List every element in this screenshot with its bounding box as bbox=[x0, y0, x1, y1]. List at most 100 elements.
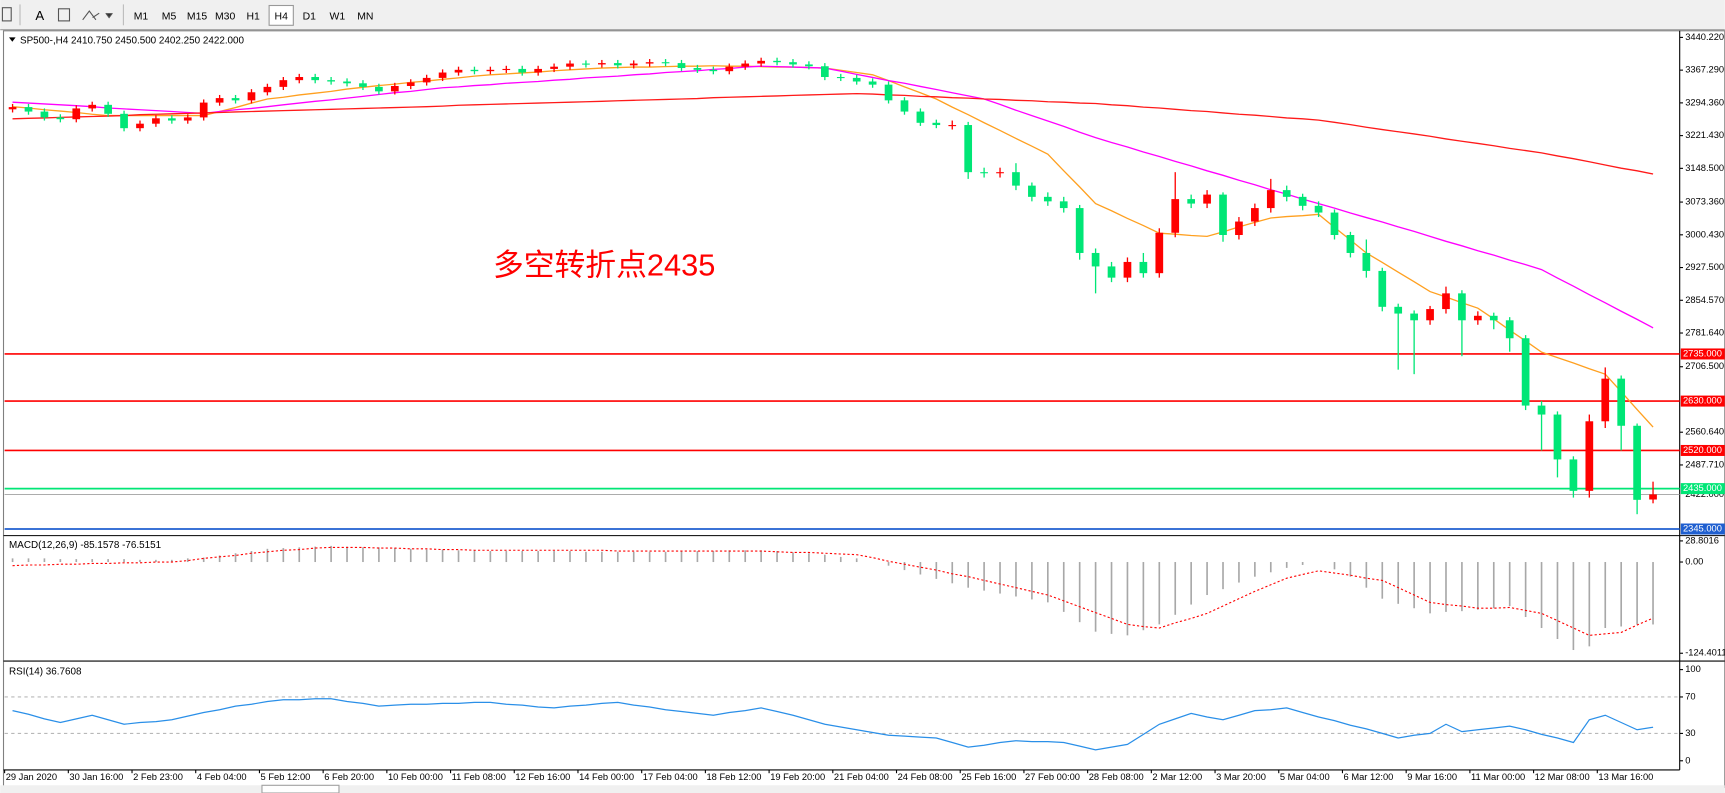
candle-body bbox=[279, 80, 288, 87]
candle-body bbox=[1187, 199, 1196, 204]
moving-average bbox=[12, 92, 1654, 175]
period-button[interactable]: M30 bbox=[215, 11, 235, 22]
candle-body bbox=[566, 63, 574, 67]
candle-body bbox=[805, 64, 813, 67]
candle-body bbox=[1649, 494, 1657, 500]
candle-body bbox=[598, 63, 606, 65]
candle-body bbox=[8, 107, 17, 110]
candle-body bbox=[1123, 261, 1132, 278]
candle-body bbox=[454, 69, 463, 73]
candle-body bbox=[104, 104, 112, 114]
candle-body bbox=[1314, 205, 1323, 213]
y-tick-label: 3221.430 bbox=[1685, 130, 1724, 140]
candle-body bbox=[1569, 459, 1578, 491]
menu-icon[interactable] bbox=[1, 7, 12, 22]
x-tick-label: 2 Feb 23:00 bbox=[133, 772, 183, 782]
level-tag bbox=[1680, 523, 1725, 535]
candle-body bbox=[1537, 405, 1546, 415]
candle-body bbox=[789, 62, 797, 65]
x-tick-label: 13 Mar 16:00 bbox=[1598, 772, 1653, 782]
period-button[interactable]: M1 bbox=[134, 11, 149, 22]
candle-body bbox=[996, 172, 1004, 174]
candle-body bbox=[24, 107, 33, 112]
x-tick-label: 27 Feb 00:00 bbox=[1025, 772, 1080, 782]
candle-body bbox=[1617, 378, 1626, 426]
candle-body bbox=[964, 125, 973, 173]
level-label: 2520.000 bbox=[1683, 445, 1722, 455]
candle-body bbox=[438, 72, 447, 78]
candle-body bbox=[1012, 172, 1020, 186]
candle-body bbox=[1235, 221, 1243, 236]
y-tick-label: 3073.360 bbox=[1685, 197, 1724, 207]
level-tag bbox=[1680, 444, 1725, 456]
text-tool[interactable]: A bbox=[35, 8, 44, 23]
dropdown-arrow[interactable] bbox=[105, 12, 113, 19]
candle-body bbox=[613, 63, 622, 66]
candle-body bbox=[661, 62, 670, 64]
x-tick-label: 5 Mar 04:00 bbox=[1280, 772, 1330, 782]
x-tick-label: 14 Feb 00:00 bbox=[579, 772, 634, 782]
candle-body bbox=[215, 98, 224, 103]
candle-body bbox=[1394, 306, 1403, 314]
text-label-icon[interactable] bbox=[57, 8, 71, 22]
x-tick-label: 30 Jan 16:00 bbox=[69, 772, 123, 782]
candle-body bbox=[1282, 190, 1291, 197]
x-tick-label: 6 Mar 12:00 bbox=[1344, 772, 1394, 782]
candle-body bbox=[1075, 208, 1084, 253]
candle-body bbox=[152, 118, 160, 124]
x-tick-label: 11 Feb 08:00 bbox=[452, 772, 506, 782]
candle-body bbox=[534, 68, 543, 73]
candle-body bbox=[868, 81, 877, 85]
candle-body bbox=[1203, 194, 1211, 204]
period-button[interactable]: H1 bbox=[247, 11, 261, 22]
candle-body bbox=[88, 104, 97, 109]
candle-body bbox=[645, 62, 654, 64]
candle-body bbox=[900, 100, 909, 112]
y-tick-label: 2560.640 bbox=[1685, 427, 1724, 437]
x-tick-label: 10 Feb 00:00 bbox=[388, 772, 443, 782]
y-tick-label: 30 bbox=[1685, 728, 1695, 738]
x-tick-label: 21 Feb 04:00 bbox=[834, 772, 889, 782]
period-button[interactable]: MN bbox=[357, 11, 373, 22]
candle-body bbox=[486, 69, 495, 72]
period-button[interactable]: W1 bbox=[329, 11, 345, 22]
level-label: 2630.000 bbox=[1683, 396, 1722, 406]
candle-body bbox=[1458, 293, 1466, 321]
candle-body bbox=[980, 172, 988, 174]
y-tick-label: 70 bbox=[1685, 691, 1695, 701]
candle-body bbox=[1171, 199, 1180, 233]
y-tick-label: 0 bbox=[1685, 755, 1690, 765]
candle-body bbox=[72, 108, 81, 120]
period-button[interactable]: M15 bbox=[187, 11, 207, 22]
candle-body bbox=[884, 84, 893, 101]
chart-tab[interactable] bbox=[261, 784, 340, 793]
rsi-header: RSI(14) 36.7608 bbox=[9, 667, 82, 678]
y-tick-label: -124.4011 bbox=[1685, 648, 1725, 658]
y-tick-label: 3440.220 bbox=[1685, 32, 1724, 42]
candle-body bbox=[199, 102, 208, 118]
candle-body bbox=[1442, 293, 1450, 310]
annotation: 多空转折点2435 bbox=[493, 247, 715, 282]
x-tick-label: 29 Jan 2020 bbox=[6, 772, 57, 782]
x-tick-label: 28 Feb 08:00 bbox=[1089, 772, 1144, 782]
period-button[interactable]: H4 bbox=[275, 11, 289, 22]
candle-body bbox=[422, 77, 431, 83]
candle-body bbox=[1505, 320, 1514, 339]
x-tick-label: 4 Feb 04:00 bbox=[197, 772, 247, 782]
period-button[interactable]: M5 bbox=[162, 11, 177, 22]
candle-body bbox=[932, 122, 941, 126]
x-tick-label: 3 Mar 20:00 bbox=[1216, 772, 1266, 782]
chart-menu-arrow[interactable] bbox=[9, 37, 16, 42]
period-button[interactable]: D1 bbox=[303, 11, 317, 22]
candle-body bbox=[1251, 208, 1259, 222]
candle-body bbox=[1330, 212, 1339, 236]
candle-body bbox=[820, 66, 829, 78]
x-tick-label: 24 Feb 08:00 bbox=[898, 772, 953, 782]
candle-body bbox=[390, 85, 399, 92]
draw-tools-icon[interactable] bbox=[82, 10, 100, 21]
y-tick-label: 2927.500 bbox=[1685, 262, 1724, 272]
candle-body bbox=[136, 123, 144, 129]
candle-body bbox=[1633, 425, 1641, 500]
